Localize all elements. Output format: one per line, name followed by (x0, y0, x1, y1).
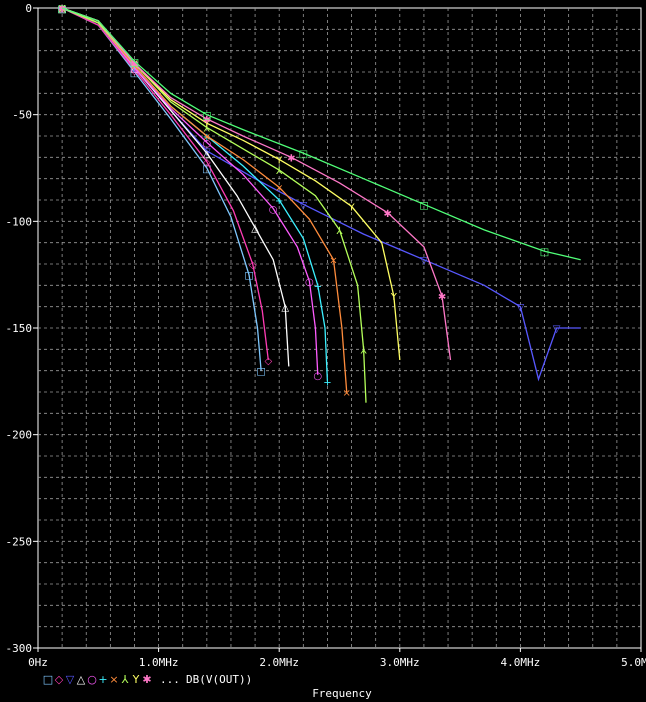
series-line-2 (61, 7, 269, 361)
series-10-point: ✱ (203, 115, 211, 126)
y-tick-label: -300 (6, 642, 33, 655)
series-11-point: □ (540, 247, 549, 258)
series-7-point: × (275, 183, 283, 194)
series-3-point: ▽ (299, 200, 307, 211)
y-tick-label: -100 (6, 215, 33, 228)
series-8-point: ⅄ (276, 166, 283, 177)
series-1-point: □ (256, 367, 265, 378)
series-9-point: Y (275, 155, 283, 166)
series-4-point: △ (203, 149, 211, 160)
series-11-point: □ (299, 149, 308, 160)
legend-marker-5: ○ (87, 673, 97, 686)
series-line-10 (61, 7, 452, 361)
legend-marker-6: + (98, 673, 107, 686)
series-11-point: □ (419, 200, 428, 211)
series-3-point: ▽ (131, 64, 139, 75)
series-1-point: □ (130, 68, 139, 79)
series-2-point: ◇ (264, 356, 272, 367)
legend: □ ◇ ▽ △ ○ + × ⅄ Y ✱... DB(V(OUT)) (43, 673, 252, 686)
legend-label: DB(V(OUT)) (186, 673, 252, 686)
series-6-point: + (203, 132, 211, 143)
series-2-point: ◇ (131, 66, 139, 77)
series-5-point: ○ (305, 277, 314, 288)
y-tick-label: -200 (6, 429, 33, 442)
series-11-point: □ (202, 111, 211, 122)
series-8-point: ⅄ (361, 345, 368, 356)
x-tick-label: 0Hz (28, 656, 48, 669)
x-tick-label: 3.0MHz (380, 656, 420, 669)
series-3-point: ▽ (420, 256, 428, 267)
series-1-point: □ (244, 271, 253, 282)
series-6-point: + (314, 281, 322, 292)
y-tick-label: 0 (25, 2, 32, 15)
series-2-point: ◇ (203, 158, 211, 169)
series-6-point: + (323, 377, 331, 388)
series-5-point: ○ (130, 64, 139, 75)
series-4-point: △ (58, 4, 66, 15)
legend-ellipsis: ... (160, 673, 180, 686)
series-5-point: ○ (269, 205, 278, 216)
series-3-point: ▽ (517, 303, 525, 314)
legend-marker-8: ⅄ (122, 673, 129, 686)
series-10-point: ✱ (384, 209, 392, 220)
series-4-point: △ (131, 64, 139, 75)
series-5-point: ○ (58, 4, 67, 15)
y-tick-label: -50 (12, 109, 32, 122)
series-line-11 (61, 7, 581, 261)
series-8-point: ⅄ (131, 59, 138, 70)
series-9-point: Y (203, 119, 211, 130)
series-9-point: Y (58, 4, 66, 15)
x-tick-label: 4.0MHz (501, 656, 541, 669)
series-6-point: + (275, 196, 283, 207)
legend-marker-4: △ (77, 673, 86, 686)
series-7-point: × (203, 132, 211, 143)
series-layer: □□□□□◇◇◇◇◇▽▽▽▽▽▽▽△△△△△○○○○○○++++++××××××… (57, 4, 581, 403)
series-5-point: ○ (313, 371, 322, 382)
series-3-point: ▽ (553, 324, 561, 335)
series-9-point: Y (390, 292, 398, 303)
series-5-point: ○ (202, 138, 211, 149)
legend-marker-10: ✱ (142, 673, 151, 686)
series-10-point: ✱ (58, 4, 66, 15)
series-8-point: ⅄ (59, 4, 66, 15)
series-6-point: + (130, 62, 138, 73)
x-tick-label: 2.0MHz (259, 656, 299, 669)
series-line-7 (61, 7, 348, 393)
series-7-point: × (58, 4, 66, 15)
x-tick-label: 5.0MHz (621, 656, 646, 669)
x-axis-label: Frequency (312, 687, 372, 700)
series-2-point: ◇ (249, 260, 257, 271)
series-2-point: ◇ (58, 4, 66, 15)
series-6-point: + (58, 4, 66, 15)
series-10-point: ✱ (287, 153, 295, 164)
series-3-point: ▽ (58, 4, 66, 15)
x-tick-label: 1.0MHz (139, 656, 179, 669)
legend-marker-1: □ (43, 673, 53, 686)
series-4-point: △ (251, 224, 259, 235)
legend-marker-9: Y (132, 673, 140, 686)
series-line-5 (61, 7, 319, 375)
series-4-point: △ (281, 303, 289, 314)
x-axis-ticks: 0Hz 1.0MHz 2.0MHz 3.0MHz 4.0MHz 5.0MHz (28, 648, 646, 669)
series-1-point: □ (57, 4, 66, 15)
series-10-point: ✱ (130, 59, 138, 70)
legend-marker-7: × (109, 673, 118, 686)
series-7-point: × (130, 62, 138, 73)
series-11-point: □ (130, 57, 139, 68)
y-axis-ticks: 0 -50 -100 -150 -200 -250 -300 (6, 2, 38, 655)
y-tick-label: -250 (6, 535, 33, 548)
series-7-point: × (343, 388, 351, 399)
legend-marker-2: ◇ (55, 673, 64, 686)
series-7-point: × (329, 256, 337, 267)
legend-marker-3: ▽ (66, 673, 75, 686)
series-11-point: □ (57, 4, 66, 15)
series-8-point: ⅄ (336, 226, 343, 237)
y-tick-label: -150 (6, 322, 33, 335)
series-9-point: Y (348, 202, 356, 213)
series-10-point: ✱ (438, 292, 446, 303)
series-8-point: ⅄ (204, 123, 211, 134)
series-9-point: Y (130, 59, 138, 70)
series-1-point: □ (202, 164, 211, 175)
